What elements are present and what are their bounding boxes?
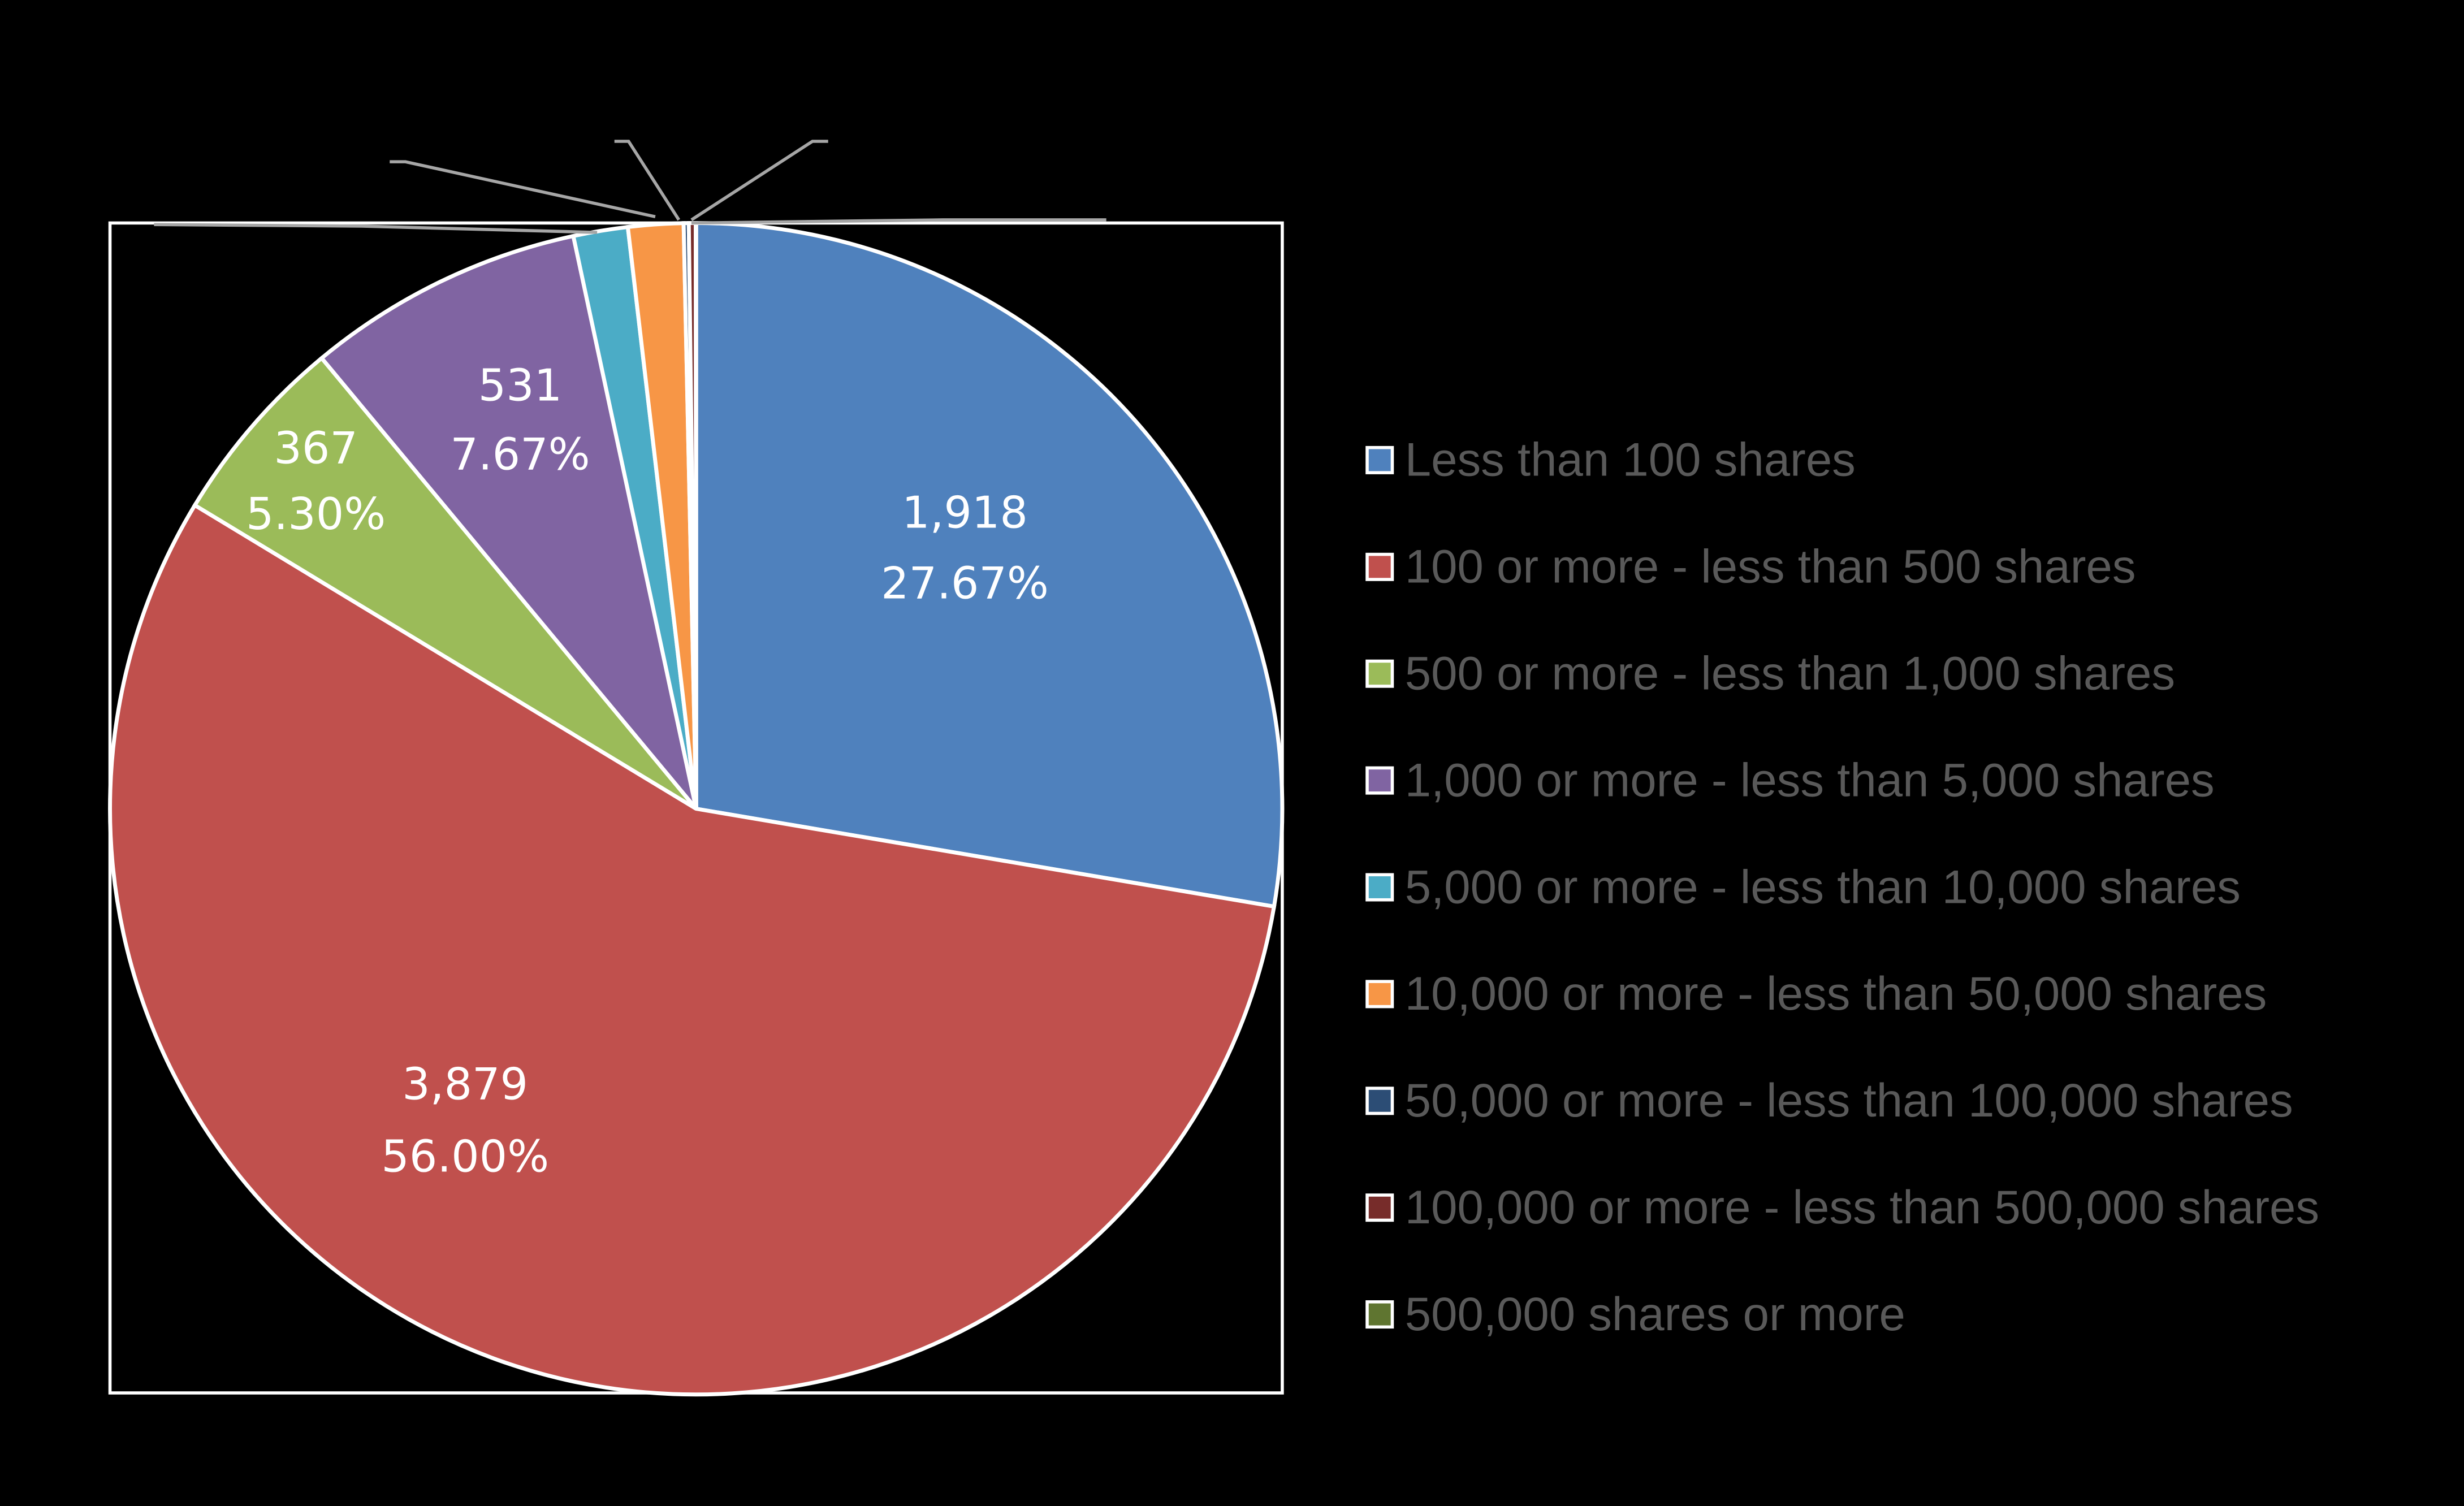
data-label-value: 531	[478, 360, 563, 411]
legend-label: 50,000 or more - less than 100,000 share…	[1405, 1074, 2293, 1127]
leader-line	[690, 140, 828, 222]
leader-line	[390, 160, 656, 219]
legend: Less than 100 shares 100 or more - less t…	[1365, 434, 2319, 1340]
legend-swatch	[1365, 445, 1394, 474]
data-label-percent: 56.00%	[381, 1131, 549, 1182]
legend-item: 100 or more - less than 500 shares	[1365, 540, 2136, 593]
legend-item: 5,000 or more - less than 10,000 shares	[1365, 860, 2241, 913]
legend-swatch	[1365, 1087, 1394, 1115]
legend-swatch	[1365, 1193, 1394, 1222]
leader-lines	[154, 140, 1106, 234]
legend-label: 500,000 shares or more	[1405, 1288, 1905, 1340]
legend-swatch	[1365, 659, 1394, 688]
legend-swatch	[1365, 873, 1394, 902]
legend-label: 500 or more - less than 1,000 shares	[1405, 647, 2175, 700]
data-label-value: 367	[274, 423, 358, 474]
legend-swatch	[1365, 1300, 1394, 1329]
legend-label: 1,000 or more - less than 5,000 shares	[1405, 754, 2215, 806]
legend-label: 100 or more - less than 500 shares	[1405, 540, 2136, 593]
legend-label: 10,000 or more - less than 50,000 shares	[1405, 967, 2267, 1020]
legend-swatch	[1365, 980, 1394, 1009]
legend-label: 100,000 or more - less than 500,000 shar…	[1405, 1181, 2319, 1234]
legend-item: 500 or more - less than 1,000 shares	[1365, 647, 2175, 700]
data-label-value: 3,879	[402, 1059, 528, 1110]
legend-item: 500,000 shares or more	[1365, 1288, 1905, 1340]
legend-item: 1,000 or more - less than 5,000 shares	[1365, 754, 2215, 806]
leader-line	[691, 218, 1106, 225]
leader-line	[154, 223, 598, 234]
pie-slice	[694, 220, 1285, 909]
pie-slice	[108, 502, 1277, 1397]
legend-item: 100,000 or more - less than 500,000 shar…	[1365, 1181, 2319, 1234]
data-labels: 1,918 27.67% 3,879 56.00% 367 5.30% 531 …	[246, 360, 1049, 1182]
data-label-value: 1,918	[902, 487, 1028, 538]
data-label-percent: 5.30%	[246, 489, 386, 540]
legend-label: 5,000 or more - less than 10,000 shares	[1405, 860, 2241, 913]
pie-slice	[192, 355, 698, 811]
legend-swatch	[1365, 552, 1394, 581]
legend-item: 50,000 or more - less than 100,000 share…	[1365, 1074, 2293, 1127]
legend-label: Less than 100 shares	[1405, 434, 1856, 486]
leader-line	[614, 140, 681, 221]
legend-item: Less than 100 shares	[1365, 434, 1856, 486]
pie-slices	[108, 220, 1285, 1397]
legend-swatch	[1365, 766, 1394, 795]
legend-item: 10,000 or more - less than 50,000 shares	[1365, 967, 2267, 1020]
data-label-percent: 27.67%	[881, 558, 1049, 609]
pie-slice	[694, 220, 698, 809]
data-label-percent: 7.67%	[450, 430, 590, 481]
